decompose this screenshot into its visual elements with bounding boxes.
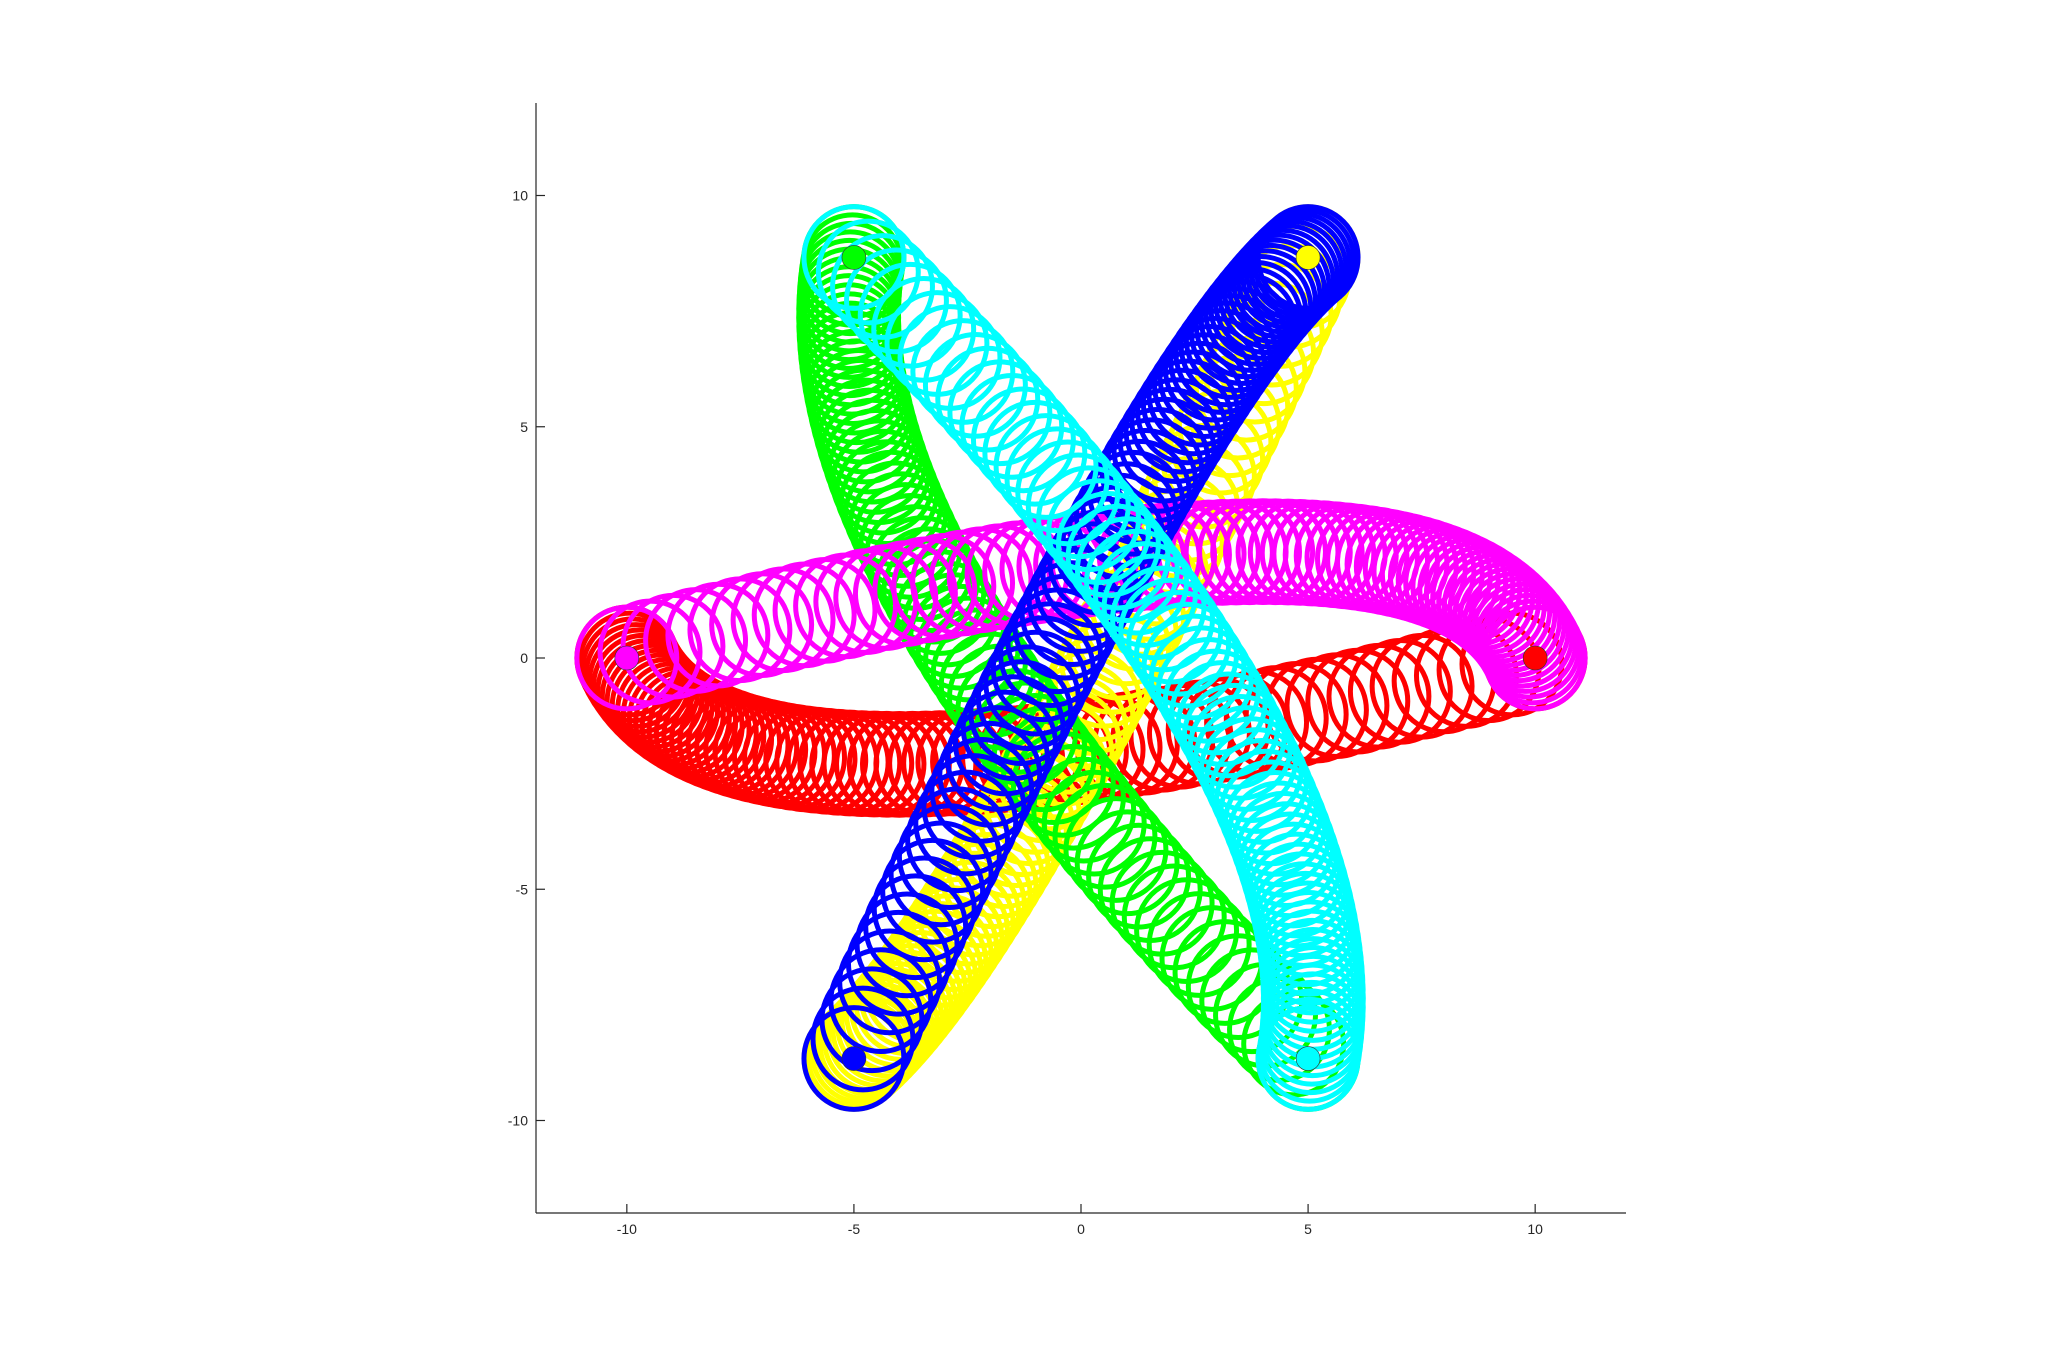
tube-ring [1230,227,1336,335]
axes: -10 -5 0 5 10 10 5 0 -5 -10 [508,103,1626,1237]
tube-ring [993,413,1099,520]
y-tick-label: 0 [520,650,528,666]
tube-ring [1235,223,1341,331]
tube-ring [1251,207,1357,315]
tube-ring [1466,576,1571,684]
tube-ring [1457,566,1563,674]
tube-ring [1212,248,1318,356]
tube-ring [1004,426,1110,534]
endpoint-markers-group [614,245,1548,1071]
endpoint-marker [841,245,867,270]
tube-series-5 [801,204,1366,1112]
tube-ring [1452,561,1558,669]
tube-ring [830,233,935,340]
tube-ring [910,318,1016,425]
tube-ring [929,736,1035,844]
tube-ring [1052,782,1158,890]
tube-ring [897,304,1003,411]
tube-ring [937,720,1043,828]
tube-ring [1255,204,1361,311]
tube-ring [1063,796,1169,903]
tube-ring [1469,581,1575,689]
tube-ring [599,642,705,750]
x-tick-label: 10 [1527,1221,1543,1237]
tube-ring [857,261,963,369]
tube-ring [1473,587,1579,694]
y-tick-label: 5 [520,419,528,435]
endpoint-marker [841,1046,867,1071]
tube-ring [1239,218,1345,326]
tube-ring [1222,237,1328,345]
endpoint-marker [1522,645,1548,671]
tube-ring [1243,214,1349,322]
y-tick-label: 10 [512,188,528,204]
tube-ring [982,399,1088,507]
y-tick-label: -10 [508,1113,528,1129]
tube-ring [1247,211,1353,318]
tube-ring [1476,592,1582,700]
tube-ring [1226,232,1332,340]
tube-ring [1146,891,1252,998]
tube-ring [844,247,949,355]
endpoint-marker [614,645,640,671]
x-tick-label: -5 [848,1221,861,1237]
tube-ring [830,976,936,1084]
tube-series-group [574,204,1588,1112]
tube-ring [1461,571,1567,679]
tube-ring [815,218,921,326]
endpoint-marker [1295,245,1321,270]
tube-ring [604,647,710,755]
tube-ring [1217,242,1323,350]
tube-ring [884,290,990,397]
tube-ring [1074,809,1180,917]
y-axis-ticks: 10 5 0 -5 -10 [508,188,545,1129]
y-tick-label: -5 [516,881,529,897]
tube-ring [871,276,977,383]
tube-ring [801,204,907,311]
tube-ring [817,990,923,1098]
x-tick-label: 5 [1304,1221,1312,1237]
x-tick-label: 0 [1077,1221,1085,1237]
x-axis-ticks: -10 -5 0 5 10 [617,1204,1543,1237]
x-tick-label: -10 [617,1221,637,1237]
endpoint-marker [1295,1046,1321,1071]
tube-ring [1482,604,1588,712]
